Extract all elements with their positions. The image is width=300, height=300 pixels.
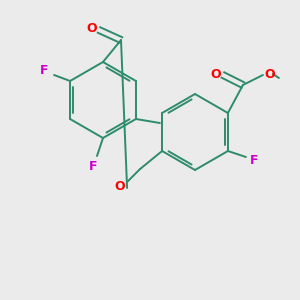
Text: O: O	[87, 22, 97, 35]
Text: O: O	[265, 68, 275, 80]
Text: F: F	[89, 160, 97, 172]
Text: O: O	[211, 68, 221, 80]
Text: F: F	[40, 64, 48, 77]
Text: F: F	[250, 154, 258, 166]
Text: O: O	[115, 181, 125, 194]
